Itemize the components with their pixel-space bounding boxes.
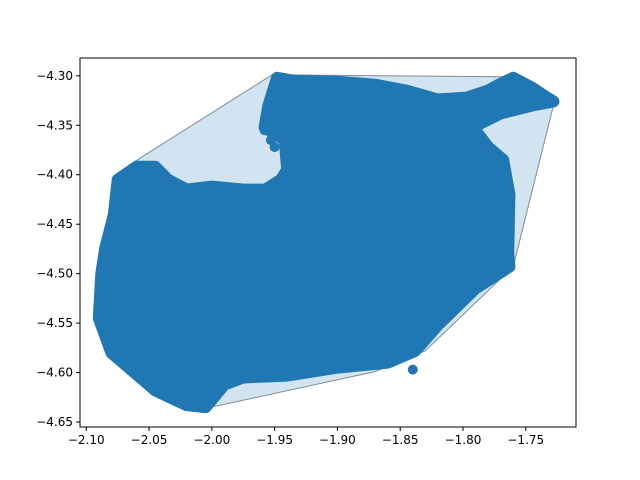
plot-area	[92, 71, 560, 414]
x-tick-label: −1.95	[256, 433, 293, 447]
y-tick-label: −4.35	[36, 118, 73, 132]
scatter-points-cloud	[92, 71, 560, 414]
scatter-point	[405, 285, 416, 296]
scatter-point	[259, 125, 270, 136]
x-tick-label: −1.85	[382, 433, 419, 447]
y-tick-label: −4.40	[36, 168, 73, 182]
x-axis: −2.10 −2.05 −2.00 −1.95 −1.90 −1.85 −1.80 −1.75	[68, 427, 544, 447]
y-axis: −4.30 −4.35 −4.40 −4.45 −4.50 −4.55 −4.60 −4.65	[36, 69, 80, 429]
x-tick-label: −1.90	[319, 433, 356, 447]
y-tick-label: −4.65	[36, 415, 73, 429]
x-tick-label: −2.00	[193, 433, 230, 447]
scatter-point	[548, 95, 559, 106]
scatter-point	[244, 192, 255, 203]
y-tick-label: −4.60	[36, 366, 73, 380]
x-tick-label: −2.10	[68, 433, 105, 447]
x-tick-label: −1.80	[445, 433, 482, 447]
scatter-point	[412, 276, 423, 287]
y-tick-label: −4.55	[36, 316, 73, 330]
scatter-point	[269, 142, 280, 152]
y-tick-label: −4.50	[36, 267, 73, 281]
scatter-point	[508, 72, 519, 83]
axes-frame	[79, 57, 577, 428]
scatter-point	[267, 110, 278, 121]
scatter-point	[407, 364, 418, 375]
x-tick-label: −1.75	[507, 433, 544, 447]
x-tick-label: −2.05	[131, 433, 168, 447]
y-tick-label: −4.45	[36, 217, 73, 231]
y-tick-label: −4.30	[36, 69, 73, 83]
